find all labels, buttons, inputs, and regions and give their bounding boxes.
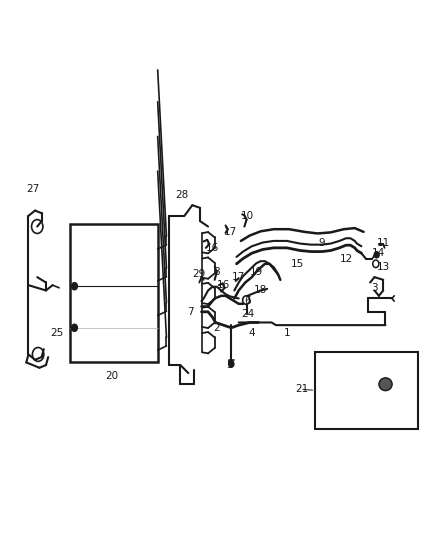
Text: 28: 28 — [175, 190, 188, 199]
Text: 23: 23 — [342, 379, 355, 389]
FancyBboxPatch shape — [315, 352, 418, 429]
Text: 17: 17 — [223, 227, 237, 237]
Text: 8: 8 — [213, 267, 220, 277]
FancyBboxPatch shape — [70, 224, 158, 362]
Text: 7: 7 — [187, 307, 194, 317]
Circle shape — [71, 282, 78, 290]
Text: 16: 16 — [206, 243, 219, 253]
Text: 10: 10 — [241, 211, 254, 221]
Text: 19: 19 — [250, 267, 263, 277]
Text: 4: 4 — [248, 328, 255, 338]
Text: 21: 21 — [296, 384, 309, 394]
Text: 22: 22 — [350, 408, 364, 418]
Text: 9: 9 — [318, 238, 325, 247]
Text: 15: 15 — [291, 259, 304, 269]
Text: 3: 3 — [371, 283, 378, 293]
Text: 18: 18 — [254, 286, 267, 295]
Ellipse shape — [379, 378, 392, 390]
Text: 5: 5 — [226, 360, 233, 370]
Text: 2: 2 — [213, 323, 220, 333]
Circle shape — [71, 324, 78, 332]
Text: 13: 13 — [377, 262, 390, 271]
Text: 11: 11 — [377, 238, 390, 247]
Text: 25: 25 — [50, 328, 64, 338]
Text: 27: 27 — [26, 184, 39, 194]
Text: 24: 24 — [241, 310, 254, 319]
Text: 12: 12 — [339, 254, 353, 263]
Text: 17: 17 — [232, 272, 245, 282]
Circle shape — [374, 252, 379, 258]
Text: 16: 16 — [217, 280, 230, 290]
Text: 1: 1 — [283, 328, 290, 338]
Circle shape — [229, 361, 234, 367]
Text: 29: 29 — [193, 270, 206, 279]
Text: 6: 6 — [244, 296, 251, 306]
Text: 14: 14 — [372, 248, 385, 258]
Text: 20: 20 — [105, 371, 118, 381]
